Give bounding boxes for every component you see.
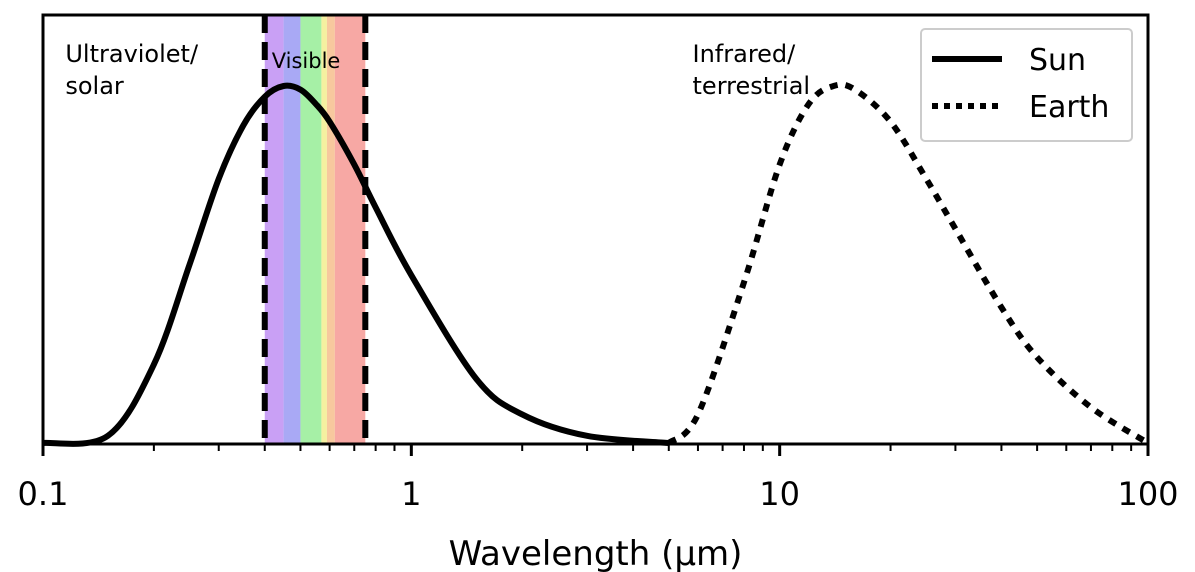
- series-sun-line: [42, 82, 670, 447]
- annotation-line: solar: [65, 72, 124, 100]
- legend-earth-label: Earth: [1029, 90, 1109, 125]
- visible-band-3: [321, 15, 327, 444]
- visible-band-1: [283, 15, 301, 444]
- visible-label: Visible: [272, 49, 341, 73]
- visible-band-4: [326, 15, 335, 444]
- visible-band-0: [264, 15, 284, 444]
- x-tick-label: 0.1: [18, 475, 69, 513]
- visible-color-bands: [264, 15, 366, 444]
- x-tick-label: 10: [759, 475, 800, 513]
- annotations: Ultraviolet/solar Infrared/terrestrial: [65, 40, 810, 100]
- curves: [42, 81, 1150, 447]
- annotation-line: Infrared/: [693, 40, 797, 68]
- series-earth-line: [666, 81, 1150, 446]
- x-tick-label: 1: [401, 475, 421, 513]
- x-tick-label: 100: [1117, 475, 1178, 513]
- plot-frame: [41, 13, 1150, 446]
- legend-sun-label: Sun: [1029, 43, 1086, 78]
- annotation-line: terrestrial: [693, 72, 811, 100]
- legend: Sun Earth: [920, 28, 1133, 142]
- visible-band-2: [300, 15, 322, 444]
- annotation-line: Ultraviolet/: [65, 40, 199, 68]
- x-axis-label: Wavelength (μm): [449, 534, 743, 572]
- x-ticks: 0.1 1 10 100: [18, 444, 1179, 513]
- visible-boundary-lines: [261, 15, 369, 444]
- visible-band-5: [334, 15, 366, 444]
